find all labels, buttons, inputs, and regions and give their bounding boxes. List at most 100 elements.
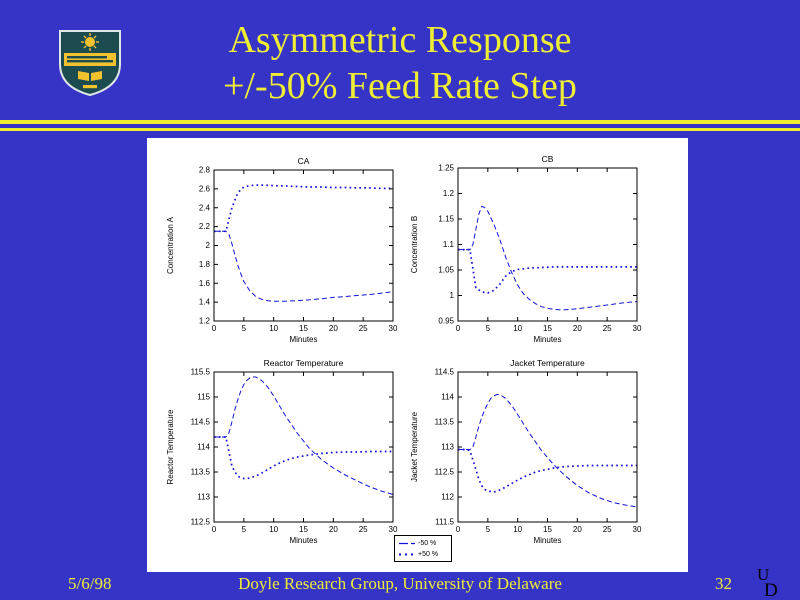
svg-text:15: 15: [543, 525, 552, 534]
dashed-line-sample-icon: [399, 542, 415, 544]
svg-text:10: 10: [269, 324, 278, 333]
svg-text:Minutes: Minutes: [533, 335, 561, 344]
chart-reactor-temperature: 0 5 10 15 20 25 30 112.5 113 113.5 114 114.5 115 115.…: [162, 355, 403, 554]
svg-text:0: 0: [212, 525, 217, 534]
monogram-letter-d: D: [764, 580, 778, 600]
chart-svg-concentration-a: 0 5 10 15 20 25 30 1.2 1.4 1.6 1.8 2 2.2 2.4 2.6 2.8 CA M…: [166, 156, 398, 344]
svg-text:Jacket Temperature: Jacket Temperature: [410, 411, 419, 482]
legend-entry: -50 %: [399, 538, 450, 548]
legend-label: -50 %: [418, 539, 437, 547]
svg-text:Concentration B: Concentration B: [410, 216, 419, 273]
svg-text:20: 20: [573, 525, 582, 534]
chart-legend: -50 % +50 %: [394, 535, 452, 562]
footer-credit: Doyle Research Group, University of Dela…: [238, 574, 562, 593]
svg-text:114.5: 114.5: [191, 418, 211, 427]
dotted-line-sample-icon: [399, 553, 415, 555]
svg-text:2.4: 2.4: [199, 203, 211, 212]
svg-text:25: 25: [359, 324, 368, 333]
svg-text:114: 114: [441, 393, 454, 402]
svg-text:115: 115: [197, 393, 210, 402]
svg-text:1.15: 1.15: [438, 215, 454, 224]
svg-text:2.8: 2.8: [199, 166, 211, 175]
svg-text:10: 10: [513, 324, 522, 333]
svg-text:114: 114: [197, 443, 210, 452]
chart-concentration-b: 0 5 10 15 20 25 30 0.95 1 1.05 1.1 1.15 1.2 1.25 CB Min…: [406, 151, 647, 353]
slide-title: Asymmetric Response +/-50% Feed Rate Ste…: [0, 17, 800, 109]
svg-text:15: 15: [299, 324, 308, 333]
svg-text:113: 113: [441, 443, 454, 452]
svg-text:1.8: 1.8: [199, 260, 211, 269]
footer-date: 5/6/98: [68, 574, 112, 593]
svg-text:5: 5: [242, 525, 247, 534]
chart-jacket-temperature: 0 5 10 15 20 25 30 111.5 112 112.5 113 113.5 114 114.…: [406, 355, 647, 554]
chart-svg-reactor-temperature: 0 5 10 15 20 25 30 112.5 113 113.5 114 114.5 115 115.…: [166, 358, 398, 545]
svg-text:0: 0: [456, 324, 461, 333]
svg-text:30: 30: [389, 324, 398, 333]
svg-text:1.2: 1.2: [443, 189, 455, 198]
title-divider-line-1: [0, 120, 800, 124]
legend-entry: +50 %: [399, 549, 450, 559]
svg-text:113: 113: [197, 493, 210, 502]
title-line-2: +/-50% Feed Rate Step: [223, 65, 577, 107]
svg-text:1.25: 1.25: [438, 164, 454, 173]
svg-text:Reactor Temperature: Reactor Temperature: [264, 358, 344, 368]
svg-text:15: 15: [299, 525, 308, 534]
svg-text:0: 0: [212, 324, 217, 333]
svg-text:1.05: 1.05: [438, 266, 454, 275]
svg-text:112.5: 112.5: [435, 468, 455, 477]
svg-text:1.2: 1.2: [199, 317, 211, 326]
title-line-1: Asymmetric Response: [228, 19, 572, 61]
svg-text:Minutes: Minutes: [289, 536, 317, 545]
svg-text:20: 20: [573, 324, 582, 333]
svg-text:20: 20: [329, 324, 338, 333]
svg-text:10: 10: [513, 525, 522, 534]
svg-text:Jacket Temperature: Jacket Temperature: [510, 358, 585, 368]
svg-text:Minutes: Minutes: [289, 335, 317, 344]
svg-text:0: 0: [456, 525, 461, 534]
svg-text:Minutes: Minutes: [533, 536, 561, 545]
chart-svg-jacket-temperature: 0 5 10 15 20 25 30 111.5 112 112.5 113 113.5 114 114.…: [410, 358, 642, 545]
svg-text:25: 25: [603, 324, 612, 333]
footer: 5/6/98 Doyle Research Group, University …: [0, 565, 800, 600]
svg-text:2.6: 2.6: [199, 184, 211, 193]
svg-text:5: 5: [242, 324, 247, 333]
svg-text:114.5: 114.5: [435, 368, 455, 377]
open-book-icon: [78, 71, 102, 81]
svg-text:2.2: 2.2: [199, 222, 211, 231]
chart-concentration-a: 0 5 10 15 20 25 30 1.2 1.4 1.6 1.8 2 2.2 2.4 2.6 2.8 CA M…: [162, 153, 403, 353]
svg-text:1.1: 1.1: [443, 240, 455, 249]
svg-text:20: 20: [329, 525, 338, 534]
svg-text:CB: CB: [542, 154, 554, 164]
svg-text:30: 30: [389, 525, 398, 534]
svg-text:1: 1: [450, 291, 455, 300]
svg-text:112.5: 112.5: [191, 518, 211, 527]
svg-text:Reactor Temperature: Reactor Temperature: [166, 409, 175, 485]
sun-rays: [81, 33, 99, 51]
svg-text:CA: CA: [298, 156, 310, 166]
figure-panel: 0 5 10 15 20 25 30 1.2 1.4 1.6 1.8 2 2.2 2.4 2.6 2.8 CA M…: [147, 138, 688, 572]
svg-text:115.5: 115.5: [191, 368, 211, 377]
ud-monogram-logo: U D: [757, 565, 778, 600]
svg-text:5: 5: [486, 324, 491, 333]
svg-text:112: 112: [441, 493, 454, 502]
footer-page-number: 32: [715, 574, 732, 593]
svg-text:30: 30: [633, 324, 642, 333]
svg-text:15: 15: [543, 324, 552, 333]
svg-text:25: 25: [603, 525, 612, 534]
svg-text:2: 2: [206, 241, 211, 250]
svg-text:10: 10: [269, 525, 278, 534]
svg-text:113.5: 113.5: [435, 418, 455, 427]
university-of-delaware-shield-logo: [59, 30, 121, 97]
legend-label: +50 %: [418, 550, 439, 558]
svg-text:5: 5: [486, 525, 491, 534]
monogram-letter-u: U: [757, 565, 769, 584]
chart-svg-concentration-b: 0 5 10 15 20 25 30 0.95 1 1.05 1.1 1.15 1.2 1.25 CB Min…: [410, 154, 642, 344]
svg-text:1.6: 1.6: [199, 279, 211, 288]
sun-icon: [85, 37, 95, 47]
svg-text:25: 25: [359, 525, 368, 534]
svg-text:113.5: 113.5: [191, 468, 211, 477]
svg-text:111.5: 111.5: [435, 518, 454, 527]
svg-text:0.95: 0.95: [438, 317, 454, 326]
svg-text:30: 30: [633, 525, 642, 534]
